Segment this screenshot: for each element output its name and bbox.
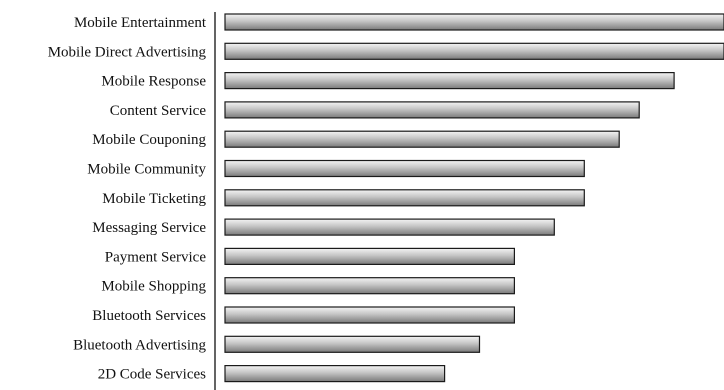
bar: [224, 335, 481, 353]
category-label: Mobile Couponing: [92, 132, 206, 148]
category-label: Mobile Direct Advertising: [48, 44, 207, 60]
bar: [224, 42, 724, 60]
bar: [224, 130, 620, 148]
bar: [224, 13, 724, 31]
bar: [224, 71, 675, 90]
bar: [224, 306, 515, 324]
category-label: Mobile Ticketing: [102, 191, 206, 207]
category-label: Mobile Shopping: [101, 279, 206, 295]
category-labels: Mobile Entertainment Mobile Direct Advert…: [48, 15, 207, 383]
category-label: Mobile Response: [101, 74, 206, 90]
bar: [224, 159, 585, 178]
category-label: Mobile Community: [87, 162, 206, 178]
bar: [224, 189, 585, 207]
bar: [224, 277, 515, 295]
category-label: Mobile Entertainment: [74, 15, 207, 31]
bar: [224, 365, 446, 383]
category-label: Messaging Service: [92, 220, 206, 236]
category-label: Bluetooth Advertising: [73, 337, 206, 353]
bar: [224, 247, 515, 265]
category-label: 2D Code Services: [98, 367, 206, 383]
bars-layer: [224, 13, 724, 383]
category-label: Payment Service: [105, 249, 207, 265]
bar: [224, 218, 555, 236]
bar: [224, 101, 640, 119]
category-label: Content Service: [110, 103, 207, 119]
category-label: Bluetooth Services: [92, 308, 206, 324]
